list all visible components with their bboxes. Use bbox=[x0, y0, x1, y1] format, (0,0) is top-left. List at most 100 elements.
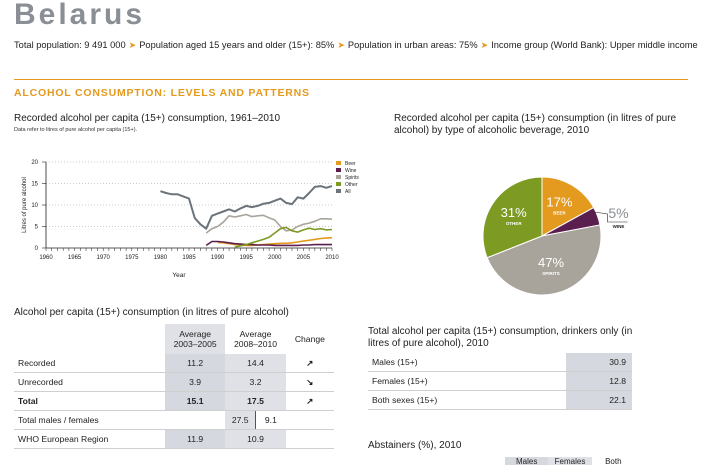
row-value-b: 14.4 bbox=[225, 354, 286, 373]
apc-table: Average 2003–2005 Average 2008–2010 Chan… bbox=[14, 324, 334, 449]
legend-swatch bbox=[336, 175, 341, 179]
abstainers-header-males: Males bbox=[505, 457, 549, 465]
pie-chart-title: Recorded alcohol per capita (15+) consum… bbox=[394, 113, 677, 136]
abstainers-header-both: Both bbox=[605, 457, 622, 465]
pie-label-value: 5% bbox=[608, 205, 628, 221]
row-label: Females (15+) bbox=[368, 372, 566, 391]
pie-slice-spirits bbox=[486, 224, 602, 296]
country-title: Belarus bbox=[14, 0, 146, 31]
line-chart: 0 5 10 15 20 1960 1965 1970 1975 1980 1985 1990 1995… bbox=[22, 160, 359, 279]
legend-label: All bbox=[345, 189, 351, 195]
pie-label-value: 31% bbox=[501, 205, 527, 220]
row-value-a: 11.2 bbox=[164, 354, 226, 373]
legend-label: Spirits bbox=[345, 175, 359, 181]
x-tick-label: 1975 bbox=[125, 255, 139, 261]
drinkers-table: Males (15+) 30.9 Females (15+) 12.8 Both… bbox=[368, 353, 632, 410]
row-value-a: 11.9 bbox=[164, 430, 226, 449]
x-tick-label: 1965 bbox=[68, 255, 82, 261]
table-row: Females (15+) 12.8 bbox=[368, 372, 632, 391]
summary-total-population: Total population: 9 491 000 bbox=[14, 40, 126, 50]
x-tick-label: 1960 bbox=[39, 255, 53, 261]
series-line-other bbox=[234, 226, 333, 248]
y-tick-label: 20 bbox=[31, 160, 38, 166]
pie-label-name: SPIRITS bbox=[542, 271, 560, 276]
summary-population-15plus: Population aged 15 years and older (15+)… bbox=[139, 40, 335, 50]
x-tick-label: 2005 bbox=[297, 255, 311, 261]
x-tick-label: 1970 bbox=[97, 255, 111, 261]
x-tick-label: 2010 bbox=[325, 255, 339, 261]
row-label: Both sexes (15+) bbox=[368, 391, 566, 410]
header-average-2008-2010: Average 2008–2010 bbox=[234, 329, 278, 349]
pie-chart: 17%BEER 5% WINE 47%SPIRITS 31%OTHER bbox=[482, 176, 629, 296]
males-value: 27.5 bbox=[225, 411, 256, 429]
table-row: Total 15.1 17.5 ↗ bbox=[14, 392, 334, 411]
series-line-beer bbox=[217, 236, 333, 247]
trend-up-icon: ↗ bbox=[285, 354, 334, 373]
females-value: 9.1 bbox=[264, 415, 277, 425]
row-label: Unrecorded bbox=[14, 373, 165, 392]
y-tick-label: 15 bbox=[31, 182, 38, 188]
row-value-b: 17.5 bbox=[225, 392, 286, 411]
row-label: Total bbox=[14, 392, 165, 411]
summary-urban: Population in urban areas: 75% bbox=[347, 40, 478, 50]
abstainers-title: Abstainers (%), 2010 bbox=[368, 440, 462, 451]
series-line-wine bbox=[205, 240, 332, 247]
legend-label: Beer bbox=[345, 161, 356, 167]
abstainers-header: Males Females Both bbox=[505, 457, 635, 465]
legend-swatch bbox=[336, 182, 341, 186]
legend-label: Other bbox=[345, 182, 358, 188]
arrow-icon: ➤ bbox=[480, 40, 489, 50]
legend-swatch bbox=[336, 189, 341, 193]
row-value-b: 3.2 bbox=[225, 373, 286, 392]
abstainers-header-females: Females bbox=[548, 457, 592, 465]
x-tick-label: 2000 bbox=[268, 255, 282, 261]
series-line-spirits bbox=[205, 213, 333, 234]
pie-label-name: BEER bbox=[553, 211, 566, 216]
row-label: Total males / females bbox=[14, 411, 165, 430]
y-tick-label: 10 bbox=[31, 203, 38, 209]
summary-income-group: Income group (World Bank): Upper middle … bbox=[491, 40, 698, 50]
row-value: 12.8 bbox=[566, 372, 632, 391]
table-row: WHO European Region 11.9 10.9 bbox=[14, 430, 334, 449]
legend-swatch bbox=[336, 168, 341, 172]
section-divider bbox=[14, 79, 688, 80]
y-axis-label: Litres of pure alcohol bbox=[22, 177, 28, 233]
line-chart-title: Recorded alcohol per capita (15+) consum… bbox=[14, 113, 281, 124]
pie-label-value: 17% bbox=[546, 195, 572, 210]
pie-label-name: OTHER bbox=[506, 221, 523, 226]
row-label: Males (15+) bbox=[368, 353, 566, 372]
header-change: Change bbox=[294, 334, 325, 344]
trend-down-icon: ↘ bbox=[285, 373, 334, 392]
wine-leader-line bbox=[594, 211, 628, 223]
y-tick-label: 0 bbox=[35, 246, 39, 252]
apc-table-title: Alcohol per capita (15+) consumption (in… bbox=[14, 307, 289, 318]
row-label: Recorded bbox=[14, 354, 165, 373]
trend-up-icon: ↗ bbox=[285, 392, 334, 411]
drinkers-table-title: Total alcohol per capita (15+) consumpti… bbox=[368, 326, 633, 349]
pie-slice-other bbox=[482, 176, 543, 259]
arrow-icon: ➤ bbox=[337, 40, 345, 50]
population-summary: Total population: 9 491 000 ➤ Population a… bbox=[14, 40, 698, 51]
header-average-2003-2005: Average 2003–2005 bbox=[164, 324, 226, 354]
row-value-a: 3.9 bbox=[164, 373, 226, 392]
pie-label-name: WINE bbox=[613, 224, 625, 229]
table-row: Males (15+) 30.9 bbox=[368, 353, 632, 372]
table-row: Total males / females 27.5 9.1 bbox=[14, 411, 334, 430]
x-tick-label: 1995 bbox=[240, 255, 254, 261]
x-tick-label: 1980 bbox=[154, 255, 168, 261]
table-row: Unrecorded 3.9 3.2 ↘ bbox=[14, 373, 334, 392]
table-row: Both sexes (15+) 22.1 bbox=[368, 391, 632, 410]
row-value: 22.1 bbox=[566, 391, 632, 410]
row-value-a: 15.1 bbox=[164, 392, 226, 411]
pie-slice-beer bbox=[541, 176, 595, 237]
legend-swatch bbox=[336, 161, 341, 165]
section-title: ALCOHOL CONSUMPTION: LEVELS AND PATTERNS bbox=[14, 87, 310, 99]
row-label: WHO European Region bbox=[14, 430, 165, 449]
y-tick-label: 5 bbox=[35, 225, 39, 231]
row-value: 30.9 bbox=[566, 353, 632, 372]
x-tick-label: 1990 bbox=[211, 255, 225, 261]
x-tick-label: 1985 bbox=[182, 255, 196, 261]
arrow-icon: ➤ bbox=[128, 40, 137, 50]
pie-label-value: 47% bbox=[538, 255, 564, 270]
row-value-b: 10.9 bbox=[225, 430, 286, 449]
